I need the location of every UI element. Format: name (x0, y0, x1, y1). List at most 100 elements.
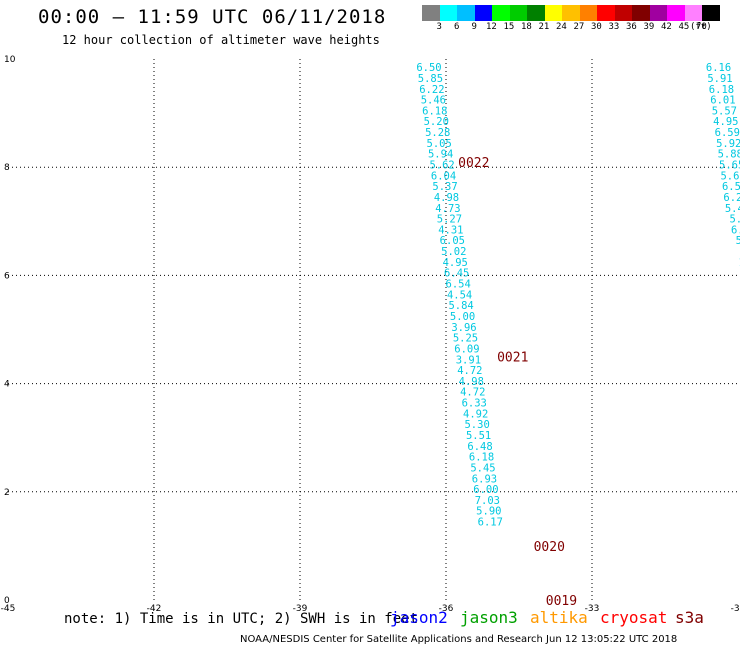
wave-height-value: 5.37 (432, 181, 457, 193)
wave-height-value: 6.18 (709, 84, 734, 96)
wave-height-value: 5.88 (718, 149, 740, 161)
page-title: 00:00 – 11:59 UTC 06/11/2018 (38, 6, 387, 28)
y-tick-label: 6 (4, 271, 10, 281)
legend-label: 24 (556, 22, 567, 32)
legend-swatch (509, 5, 527, 21)
y-tick-label: 0 (4, 596, 10, 606)
wave-height-value: 3.96 (451, 322, 476, 334)
legend-swatch (597, 5, 615, 21)
pass-time-label: 0020 (534, 540, 565, 555)
legend-label: 15 (503, 22, 515, 32)
wave-height-value: 6.28 (723, 192, 740, 204)
wave-height-value: 6.2 (731, 224, 740, 236)
wave-height-value: 6.01 (710, 95, 735, 107)
wave-height-value: 6.00 (473, 484, 498, 496)
pass-time-label: 0021 (497, 351, 528, 366)
legend-swatch (684, 5, 702, 21)
wave-height-value: 5. (736, 235, 740, 247)
wave-height-value: 5.44 (725, 203, 740, 215)
page-subtitle: 12 hour collection of altimeter wave hei… (62, 33, 380, 47)
y-tick-label: 4 (4, 380, 10, 390)
pass-time-label: 0022 (458, 156, 489, 171)
legend-swatch (492, 5, 510, 21)
wave-height-value: 6.22 (419, 84, 444, 96)
wave-height-value: 7.03 (475, 495, 500, 507)
legend-label: 9 (471, 22, 477, 32)
wave-height-value: 4.95 (713, 116, 738, 128)
x-tick-label: -33 (585, 604, 600, 614)
legend-swatch (422, 5, 440, 21)
legend-swatch (439, 5, 457, 21)
note-text: note: 1) Time is in UTC; 2) SWH is in fe… (64, 611, 419, 627)
x-tick-label: -30 (731, 604, 740, 614)
legend-label: 39 (643, 22, 655, 32)
wave-height-value: 6.55 (722, 181, 740, 193)
x-tick-label: -36 (439, 604, 454, 614)
satellite-label: jason2 (390, 608, 448, 627)
wave-height-value: 6.18 (469, 452, 494, 464)
legend-swatch (667, 5, 685, 21)
wave-height-value: 6.48 (467, 441, 492, 453)
legend-label: 12 (486, 22, 497, 32)
legend-label: 21 (538, 22, 550, 32)
wave-height-value: 6.09 (454, 343, 479, 355)
legend-swatch (562, 5, 580, 21)
footer-credit: NOAA/NESDIS Center for Satellite Applica… (240, 634, 678, 645)
wave-height-value: 5.57 (712, 105, 737, 117)
wave-height-value: 5.84 (448, 300, 473, 312)
legend-label: 30 (591, 22, 602, 32)
legend-swatch (544, 5, 562, 21)
wave-height-value: 5.90 (476, 506, 501, 518)
wave-height-value: 5.02 (441, 246, 466, 258)
wave-height-value: 3.91 (456, 354, 481, 366)
legend-swatch (457, 5, 475, 21)
x-tick-label: -45 (1, 604, 16, 614)
wave-height-value: 6.04 (431, 170, 456, 182)
legend-swatch (527, 5, 545, 21)
wave-height-value: 5.28 (425, 127, 450, 139)
wave-height-value: 5.30 (464, 419, 489, 431)
satellite-label: cryosat (600, 608, 668, 627)
pass-time-label: 0019 (546, 594, 577, 609)
wave-height-value: 5.51 (466, 430, 491, 442)
satellite-label: s3a (675, 608, 704, 627)
legend-swatch (632, 5, 650, 21)
legend-swatch (579, 5, 597, 21)
legend-swatch (649, 5, 667, 21)
wave-height-value: 4.95 (443, 257, 468, 269)
wave-height-value: 6.50 (416, 62, 441, 74)
wave-height-value: 4.54 (447, 289, 472, 301)
y-tick-label: 8 (4, 163, 10, 173)
wave-height-value: 4.72 (457, 365, 482, 377)
wave-height-value: 5.65 (719, 159, 740, 171)
wave-height-value: 4.73 (435, 203, 460, 215)
wave-height-value: 4.92 (463, 408, 488, 420)
wave-height-value: 6.16 (706, 62, 731, 74)
wave-height-value: 6.93 (472, 473, 497, 485)
legend-label: 36 (626, 22, 637, 32)
wave-height-value: 5.65 (720, 170, 740, 182)
legend-label: 3 (436, 22, 442, 32)
wave-height-value: 6.05 (440, 235, 465, 247)
legend-swatch (614, 5, 632, 21)
x-tick-label: -39 (293, 604, 308, 614)
wave-height-value: 5.20 (424, 116, 449, 128)
wave-height-value: 6.17 (478, 517, 503, 529)
wave-height-value: 5.00 (450, 311, 475, 323)
wave-height-value: 5.94 (428, 149, 453, 161)
y-tick-label: 2 (4, 488, 10, 498)
wave-height-value: 5.25 (453, 333, 478, 345)
wave-height-value: 5.05 (427, 138, 452, 150)
y-tick-label: 10 (4, 55, 16, 65)
wave-height-value: 6.59 (715, 127, 740, 139)
legend-label: 27 (573, 22, 585, 32)
legend-label: 42 (661, 22, 672, 32)
legend-unit-label: (ft) (690, 22, 712, 32)
wave-height-value: 4.98 (459, 376, 484, 388)
satellite-label: altika (530, 608, 588, 627)
wave-height-value: 4.98 (434, 192, 459, 204)
wave-height-value: 6.18 (422, 105, 447, 117)
legend-label: 70 (696, 22, 707, 32)
legend-swatch (474, 5, 492, 21)
